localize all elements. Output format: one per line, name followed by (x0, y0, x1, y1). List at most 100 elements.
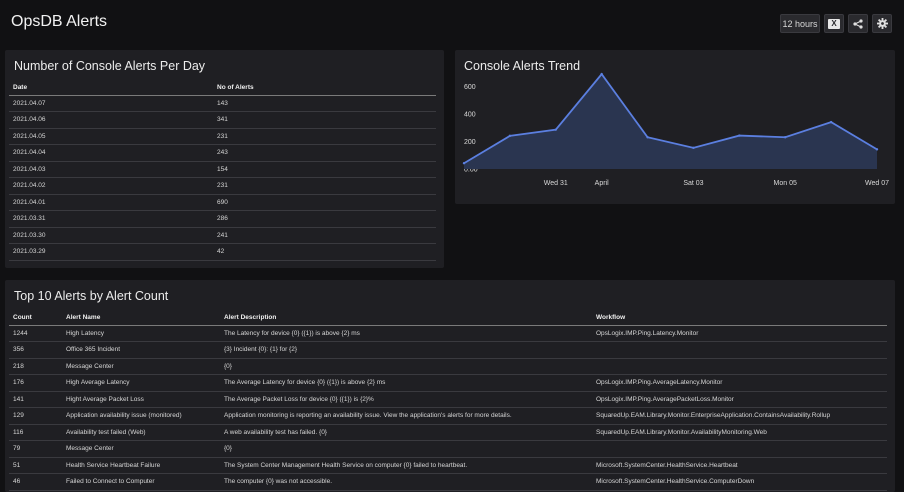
workflow-cell: Microsoft.SystemCenter.HealthService.Hea… (592, 457, 887, 474)
data-point[interactable] (646, 136, 649, 139)
table-row[interactable]: 2021.03.30 241 (9, 227, 436, 244)
x-tick-label: Mon 05 (774, 180, 797, 187)
table-row[interactable]: 51 Health Service Heartbeat Failure The Sy… (9, 457, 887, 474)
table-row[interactable]: 141 Hight Average Packet Loss The Average … (9, 391, 887, 408)
data-point[interactable] (508, 134, 512, 138)
table-row[interactable]: 116 Availability test failed (Web) A web a… (9, 424, 887, 441)
panel-title: Console Alerts Trend (464, 59, 581, 73)
count-cell: 231 (213, 128, 436, 145)
workflow-cell (592, 440, 887, 458)
table-row[interactable]: 2021.04.03 154 (9, 161, 436, 178)
count-cell: 690 (213, 194, 436, 211)
count-cell: 286 (213, 210, 436, 228)
count-cell: 231 (213, 177, 436, 195)
column-header-count[interactable]: Count (9, 310, 62, 326)
time-range-button[interactable]: 12 hours (780, 14, 820, 33)
table-row[interactable]: 2021.04.06 341 (9, 111, 436, 129)
alert-description-cell: The System Center Management Health Serv… (220, 457, 592, 474)
table-row[interactable]: 2021.04.02 231 (9, 177, 436, 195)
count-cell: 243 (213, 144, 436, 162)
count-cell: 141 (9, 391, 62, 408)
table-row[interactable]: 129 Application availability issue (monit… (9, 407, 887, 425)
x-tick-label: Sat 03 (683, 180, 703, 187)
table-row[interactable]: 1244 High Latency The Latency for device {… (9, 325, 887, 342)
alert-description-cell: The Average Latency for device {0} ({1})… (220, 374, 592, 392)
data-point[interactable] (829, 120, 833, 124)
column-header-alert-description[interactable]: Alert Description (220, 310, 592, 326)
count-cell: 218 (9, 358, 62, 375)
alert-description-cell: A web availability test has failed. {0} (220, 424, 592, 441)
table-row[interactable]: 2021.04.01 690 (9, 194, 436, 211)
alert-description-cell: {3} Incident {0}: {1} for {2} (220, 341, 592, 359)
data-point[interactable] (738, 134, 741, 137)
date-cell: 2021.03.29 (9, 243, 213, 261)
count-cell: 1244 (9, 325, 62, 342)
data-point[interactable] (462, 162, 466, 165)
alert-name-cell: Message Center (62, 358, 220, 375)
count-cell: 51 (9, 457, 62, 474)
workflow-cell (592, 341, 887, 359)
table-row[interactable]: 79 Message Center {0} (9, 440, 887, 458)
table-row[interactable]: 176 High Average Latency The Average Laten… (9, 374, 887, 392)
workflow-cell: Microsoft.SystemCenter.HealthService.Com… (592, 473, 887, 491)
alert-name-cell: Availability test failed (Web) (62, 424, 220, 441)
x-tick-label: Wed 31 (544, 180, 568, 187)
count-cell: 79 (9, 440, 62, 458)
alert-description-cell: {0} (220, 440, 592, 458)
data-point[interactable] (600, 72, 603, 76)
column-header-alert-name[interactable]: Alert Name (62, 310, 220, 326)
data-point[interactable] (784, 136, 787, 139)
alert-name-cell: High Average Latency (62, 374, 220, 392)
date-cell: 2021.04.05 (9, 128, 213, 145)
x-tick-label: April (595, 180, 609, 187)
table-row[interactable]: 2021.04.05 231 (9, 128, 436, 145)
table-row[interactable]: 2021.03.29 42 (9, 243, 436, 261)
alert-description-cell: The Latency for device {0} ({1}) is abov… (220, 325, 592, 342)
alert-name-cell: High Latency (62, 325, 220, 342)
workflow-cell: OpsLogix.IMP.Ping.Latency.Monitor (592, 325, 887, 342)
alert-name-cell: Office 365 Incident (62, 341, 220, 359)
workflow-cell: OpsLogix.IMP.Ping.AveragePacketLoss.Moni… (592, 391, 887, 408)
count-cell: 42 (213, 243, 436, 261)
table-row[interactable]: 356 Office 365 Incident {3} Incident {0}: … (9, 341, 887, 359)
area-fill (464, 74, 877, 169)
data-point[interactable] (875, 148, 879, 151)
settings-button[interactable] (872, 14, 892, 33)
y-tick-label: 400 (464, 112, 476, 119)
alert-description-cell: The computer {0} was not accessible. (220, 473, 592, 491)
date-cell: 2021.04.06 (9, 111, 213, 129)
share-button[interactable] (848, 14, 868, 33)
y-tick-label: 200 (464, 139, 476, 146)
workflow-cell (592, 358, 887, 375)
count-cell: 154 (213, 161, 436, 178)
count-cell: 241 (213, 227, 436, 244)
alert-name-cell: Application availability issue (monitore… (62, 407, 220, 425)
dashboard-header: OpsDB Alerts 12 hours X (0, 0, 904, 46)
data-point[interactable] (692, 146, 695, 150)
date-cell: 2021.03.30 (9, 227, 213, 244)
table-row[interactable]: 46 Failed to Connect to Computer The compu… (9, 473, 887, 491)
table-header-row: Date No of Alerts (9, 80, 436, 96)
alert-name-cell: Message Center (62, 440, 220, 458)
date-cell: 2021.04.02 (9, 177, 213, 195)
table-row[interactable]: 2021.04.04 243 (9, 144, 436, 162)
series-line (463, 72, 878, 164)
column-header-date[interactable]: Date (9, 80, 213, 96)
data-point[interactable] (554, 128, 557, 131)
gear-icon (876, 18, 888, 29)
page-title: OpsDB Alerts (11, 13, 108, 30)
date-cell: 2021.04.07 (9, 95, 213, 112)
table-row[interactable]: 218 Message Center {0} (9, 358, 887, 375)
export-excel-button[interactable]: X (824, 14, 844, 33)
x-tick-label: Wed 07 (865, 180, 889, 187)
date-cell: 2021.03.31 (9, 210, 213, 228)
alerts-per-day-table: Date No of Alerts 2021.04.07 143 2021.04.0… (9, 80, 436, 261)
date-cell: 2021.04.03 (9, 161, 213, 178)
table-row[interactable]: 2021.04.07 143 (9, 95, 436, 112)
column-header-workflow[interactable]: Workflow (592, 310, 887, 326)
table-row[interactable]: 2021.03.31 286 (9, 210, 436, 228)
alert-description-cell: Application monitoring is reporting an a… (220, 407, 592, 425)
alert-description-cell: {0} (220, 358, 592, 375)
workflow-cell: OpsLogix.IMP.Ping.AverageLatency.Monitor (592, 374, 887, 392)
column-header-count[interactable]: No of Alerts (213, 80, 436, 96)
